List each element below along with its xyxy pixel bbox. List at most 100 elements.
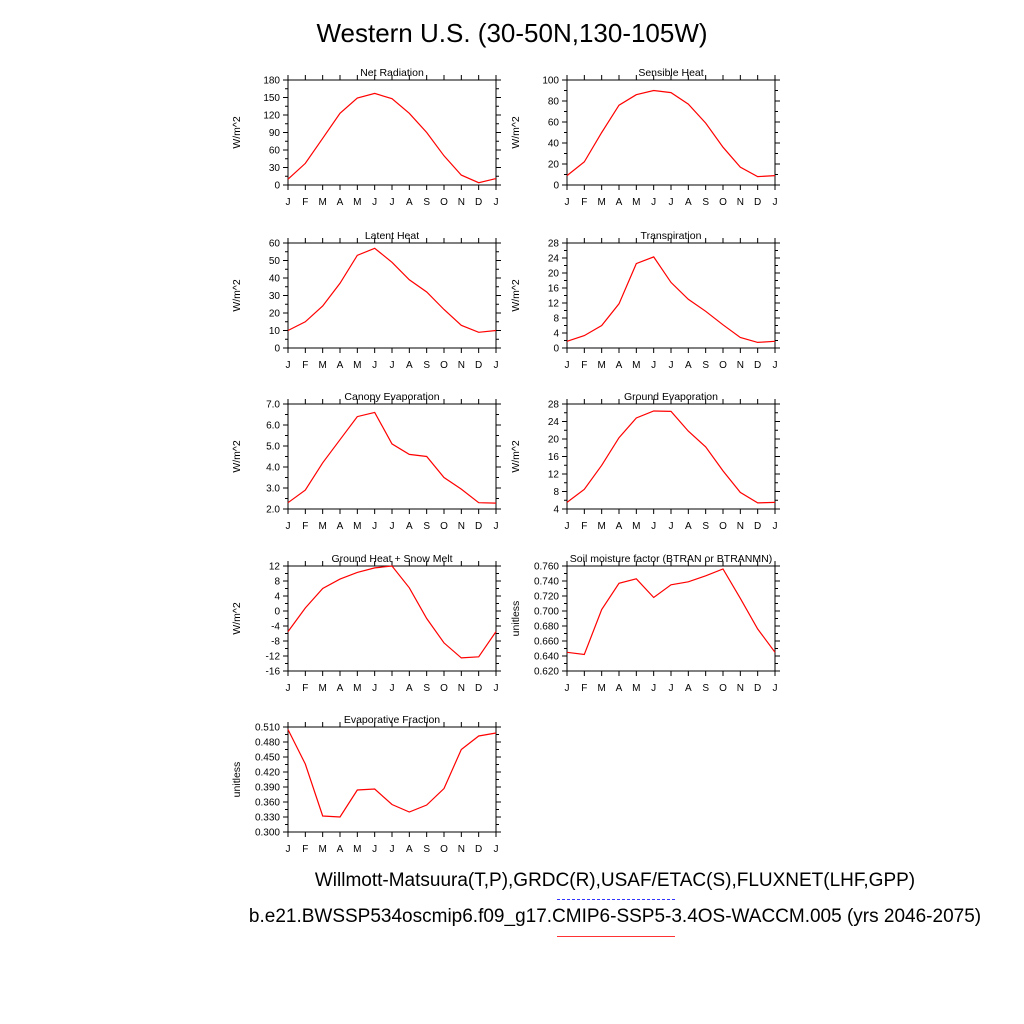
x-tick-label: A [685, 683, 692, 694]
x-tick-label: J [494, 683, 499, 694]
y-tick-label: 0.740 [534, 577, 559, 588]
plot-frame [287, 242, 497, 349]
x-tick-label: D [475, 683, 482, 694]
y-tick-label: -8 [271, 637, 280, 648]
y-tick-label: 24 [548, 417, 560, 428]
x-tick-label: S [423, 197, 430, 208]
plot-frame [287, 79, 497, 186]
panel-title: Soil moisture factor (BTRAN or BTRANMN) [570, 553, 772, 565]
y-tick-label: 0.300 [255, 828, 280, 839]
x-tick-label: M [597, 683, 605, 694]
series-line [566, 410, 776, 504]
x-tick-label: O [440, 521, 448, 532]
x-tick-label: F [302, 521, 308, 532]
panel-title: Net Radiation [360, 67, 424, 79]
series-line [287, 92, 497, 184]
series-line [287, 247, 497, 333]
x-tick-label: J [565, 360, 570, 371]
y-tick-label: 60 [548, 118, 560, 129]
x-tick-label: J [669, 521, 674, 532]
x-tick-label: F [581, 360, 587, 371]
y-tick-label: 24 [548, 254, 560, 265]
x-tick-label: M [632, 360, 640, 371]
x-tick-label: N [458, 360, 465, 371]
x-tick-label: F [581, 521, 587, 532]
x-tick-label: J [372, 683, 377, 694]
x-tick-label: D [475, 197, 482, 208]
x-tick-label: M [353, 844, 361, 855]
x-tick-label: J [494, 844, 499, 855]
y-tick-label: 0.480 [255, 738, 280, 749]
x-tick-label: J [669, 197, 674, 208]
x-tick-label: J [390, 197, 395, 208]
y-tick-label: 4 [274, 592, 280, 603]
y-tick-label: 4 [553, 329, 559, 340]
y-tick-label: 20 [269, 309, 281, 320]
y-tick-label: 7.0 [266, 400, 280, 411]
y-tick-label: 16 [548, 284, 560, 295]
x-tick-label: D [754, 683, 761, 694]
y-axis-label: W/m^2 [231, 440, 243, 473]
y-tick-label: 0.660 [534, 637, 559, 648]
x-tick-label: A [685, 197, 692, 208]
x-tick-label: O [440, 683, 448, 694]
x-tick-label: J [669, 683, 674, 694]
y-tick-label: 150 [263, 93, 280, 104]
x-tick-label: F [302, 197, 308, 208]
x-tick-label: F [581, 197, 587, 208]
x-tick-label: O [440, 197, 448, 208]
x-tick-label: M [632, 521, 640, 532]
x-tick-label: M [597, 360, 605, 371]
plot-frame [566, 242, 776, 349]
x-tick-label: J [773, 521, 778, 532]
y-tick-label: 0.360 [255, 798, 280, 809]
panel-title: Latent Heat [365, 230, 419, 242]
y-axis-label: unitless [510, 601, 522, 637]
y-tick-label: 8 [274, 577, 280, 588]
y-tick-label: -16 [266, 667, 281, 678]
y-tick-label: 0.450 [255, 753, 280, 764]
y-axis-label: W/m^2 [510, 279, 522, 312]
x-tick-label: S [423, 683, 430, 694]
x-tick-label: J [669, 360, 674, 371]
x-tick-label: O [440, 844, 448, 855]
x-tick-label: S [702, 521, 709, 532]
x-tick-label: S [423, 521, 430, 532]
y-tick-label: 90 [269, 128, 281, 139]
y-tick-label: 12 [548, 299, 560, 310]
y-tick-label: 8 [553, 314, 559, 325]
x-tick-label: J [372, 521, 377, 532]
x-tick-label: J [390, 521, 395, 532]
x-tick-label: J [286, 521, 291, 532]
x-tick-label: J [773, 197, 778, 208]
x-tick-label: M [318, 683, 326, 694]
y-tick-label: 0 [274, 344, 280, 355]
x-tick-label: J [494, 197, 499, 208]
x-tick-label: A [337, 197, 344, 208]
y-tick-label: 28 [548, 239, 560, 250]
x-tick-label: J [565, 683, 570, 694]
x-tick-label: M [318, 844, 326, 855]
series-line [566, 568, 776, 656]
panel-title: Ground Evaporation [624, 391, 718, 403]
x-tick-label: A [616, 521, 623, 532]
panel-title: Transpiration [641, 230, 702, 242]
x-tick-label: N [458, 844, 465, 855]
y-tick-label: -4 [271, 622, 280, 633]
y-axis-label: W/m^2 [510, 440, 522, 473]
series-line [287, 411, 497, 504]
plot-frame [287, 726, 497, 833]
y-tick-label: 180 [263, 76, 280, 87]
y-tick-label: 0 [553, 181, 559, 192]
y-tick-label: 20 [548, 269, 560, 280]
x-tick-label: M [597, 197, 605, 208]
panel-title: Ground Heat + Snow Melt [331, 553, 452, 565]
x-tick-label: J [773, 360, 778, 371]
x-tick-label: J [286, 844, 291, 855]
y-tick-label: 0.640 [534, 652, 559, 663]
x-tick-label: M [353, 683, 361, 694]
